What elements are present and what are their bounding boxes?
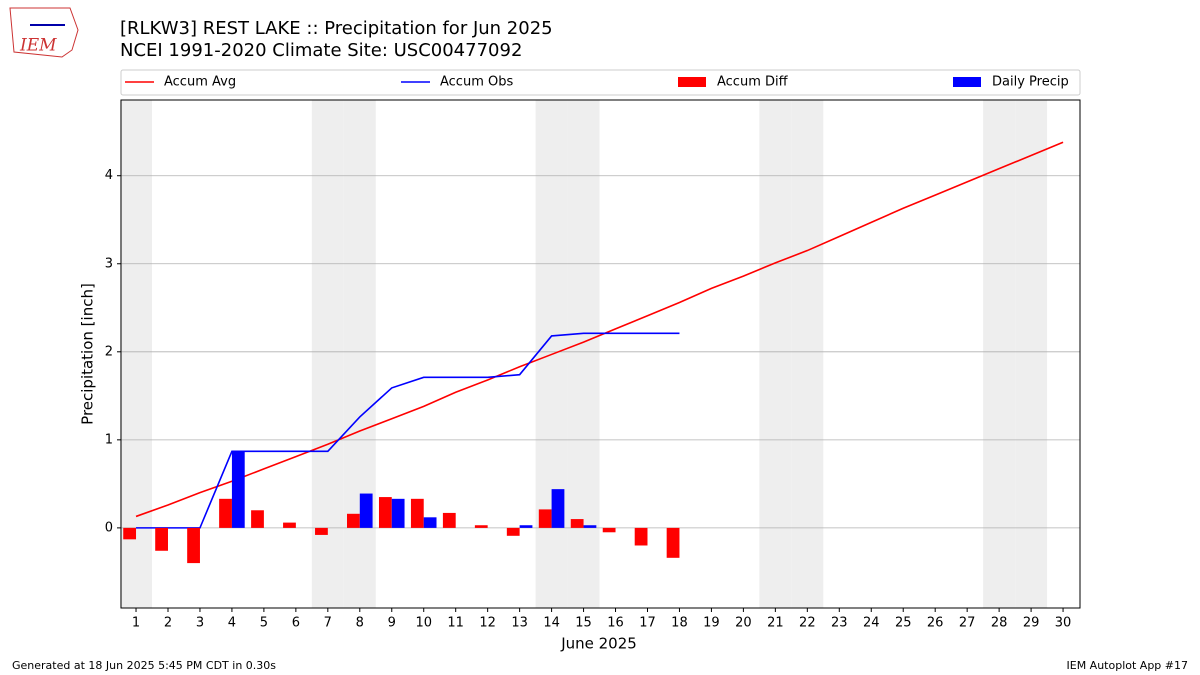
x-tick-label: 13 [511,616,528,631]
x-tick-label: 26 [927,616,944,631]
bar [219,498,232,528]
x-tick-label: 28 [991,616,1008,631]
bar [519,525,533,528]
logo: IEM [9,7,79,58]
legend-label: Accum Obs [440,75,513,90]
y-tick-label: 1 [105,432,113,447]
bar [283,522,296,528]
x-tick-label: 8 [356,616,364,631]
y-tick-label: 3 [105,256,113,271]
weekend-shade [567,100,600,608]
chart-title: [RLKW3] REST LAKE :: Precipitation for J… [120,18,553,39]
line [136,332,680,529]
legend-label: Accum Avg [164,75,236,90]
bar [155,527,168,551]
x-tick-label: 25 [895,616,912,631]
bar [506,527,520,536]
bar [583,525,597,528]
legend-swatch [953,77,981,87]
x-tick-label: 6 [292,616,300,631]
x-tick-label: 18 [671,616,688,631]
x-tick-label: 16 [607,616,624,631]
bar [410,498,424,528]
x-tick-label: 19 [703,616,720,631]
bar [442,512,456,528]
bar [315,527,328,535]
bar [378,497,392,528]
x-tick-label: 5 [260,616,268,631]
y-tick-label: 4 [105,168,113,183]
bar [423,517,437,528]
bar [347,513,360,528]
x-tick-label: 14 [543,616,560,631]
plot-frame [120,99,1081,609]
x-tick-label: 21 [767,616,784,631]
x-tick-label: 27 [959,616,976,631]
x-axis-label: June 2025 [560,635,637,653]
weekend-shade [120,100,153,608]
x-tick-label: 30 [1055,616,1072,631]
x-tick-label: 29 [1023,616,1040,631]
weekend-shade [343,100,376,608]
bar [391,498,405,528]
legend-label: Accum Diff [717,75,789,90]
x-tick-label: 9 [388,616,396,631]
weekend-shade [759,100,792,608]
chart-subtitle: NCEI 1991-2020 Climate Site: USC00477092 [120,40,522,61]
bar [538,509,552,528]
x-tick-label: 23 [831,616,848,631]
bar [123,527,137,540]
x-tick-label: 7 [324,616,332,631]
x-tick-label: 1 [132,616,140,631]
weekend-shade [311,100,344,608]
logo-text: IEM [19,36,57,56]
x-tick-label: 22 [799,616,816,631]
x-tick-label: 2 [164,616,172,631]
x-tick-label: 15 [575,616,592,631]
bar [551,489,565,528]
x-tick-label: 24 [863,616,880,631]
x-tick-label: 17 [639,616,656,631]
bar [251,510,264,528]
legend-swatch [678,77,706,87]
x-tick-label: 12 [479,616,496,631]
weekend-shade [791,100,824,608]
x-tick-label: 4 [228,616,236,631]
weekend-shade [983,100,1016,608]
y-tick-label: 0 [105,520,113,535]
x-tick-label: 10 [415,616,432,631]
y-tick-label: 2 [105,344,113,359]
weekend-shade [1015,100,1048,608]
footer-right: IEM Autoplot App #17 [1067,659,1189,672]
bar [231,451,245,528]
bar [602,527,616,533]
bar [634,527,648,546]
bar [570,519,584,528]
y-axis-label: Precipitation [inch] [79,283,97,425]
bar [474,525,488,528]
bar [359,493,373,528]
legend-label: Daily Precip [992,75,1069,90]
bar [187,527,200,564]
line [135,141,1064,518]
bar [666,527,680,558]
x-tick-label: 11 [447,616,464,631]
x-tick-label: 20 [735,616,752,631]
legend-box [120,69,1081,96]
footer-left: Generated at 18 Jun 2025 5:45 PM CDT in … [12,659,276,672]
x-tick-label: 3 [196,616,204,631]
